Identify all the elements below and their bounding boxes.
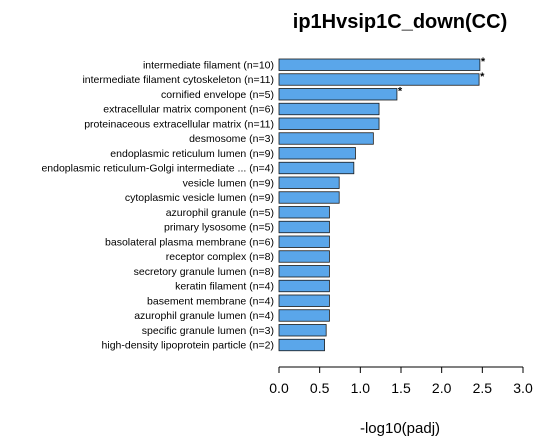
chart-title: ip1Hvsip1C_down(CC) [293,11,507,33]
bar-2 [278,88,398,101]
category-label-15: keratin filament (n=4) [175,281,274,293]
category-label-9: cytoplasmic vesicle lumen (n=9) [125,192,274,204]
category-label-14: secretory granule lumen (n=8) [134,266,274,278]
bar-7 [278,161,355,175]
bar-6 [278,147,356,160]
category-label-5: desmosome (n=3) [189,133,274,145]
bar-4 [278,117,380,130]
bar-17 [278,309,330,322]
x-tick-label-6: 3.0 [513,380,533,396]
category-label-0: intermediate filament (n=10) [143,59,274,71]
category-label-1: intermediate filament cytoskeleton (n=11… [82,74,274,86]
x-tick-label-0: 0.0 [269,380,289,396]
category-label-8: vesicle lumen (n=9) [183,177,274,189]
category-label-10: azurophil granule (n=5) [166,207,274,219]
significance-mark-1: * [480,71,485,83]
category-label-6: endoplasmic reticulum lumen (n=9) [110,148,274,160]
bar-14 [278,265,330,278]
bar-11 [278,220,330,234]
bars-group: * * * [278,56,486,352]
category-label-2: cornified envelope (n=5) [161,89,274,101]
category-label-18: specific granule lumen (n=3) [142,325,274,337]
category-label-7: endoplasmic reticulum-Golgi intermediate… [41,163,274,175]
x-tick-label-1: 0.5 [310,380,330,396]
category-label-17: azurophil granule lumen (n=4) [134,310,274,322]
category-label-4: proteinaceous extracellular matrix (n=11… [84,118,274,130]
bar-10 [278,206,330,219]
x-axis-label: -log10(padj) [360,420,440,437]
bar-5 [278,132,374,145]
category-labels-group: intermediate filament (n=10) intermediate… [41,59,274,351]
x-tick-label-2: 1.0 [351,380,371,396]
bar-12 [278,235,330,248]
x-axis: 0.0 0.5 1.0 1.5 2.0 2.5 3.0 [269,366,533,396]
category-label-12: basolateral plasma membrane (n=6) [105,236,274,248]
bar-8 [278,176,340,189]
bar-16 [278,294,330,307]
bar-3 [278,102,380,116]
x-tick-label-4: 2.0 [432,380,452,396]
bar-0 [278,58,481,71]
bar-19 [278,338,325,352]
category-label-19: high-density lipoprotein particle (n=2) [102,340,274,352]
bar-13 [278,250,330,263]
bar-15 [278,279,330,293]
significance-mark-2: * [398,86,403,98]
bar-9 [278,191,340,204]
category-label-3: extracellular matrix component (n=6) [103,104,274,116]
category-label-13: receptor complex (n=8) [166,251,274,263]
x-tick-label-5: 2.5 [473,380,493,396]
category-label-16: basement membrane (n=4) [147,295,274,307]
category-label-11: primary lysosome (n=5) [164,222,274,234]
bar-18 [278,324,327,337]
bar-1 [278,73,480,86]
significance-mark-0: * [481,56,486,68]
x-tick-label-3: 1.5 [391,380,411,396]
